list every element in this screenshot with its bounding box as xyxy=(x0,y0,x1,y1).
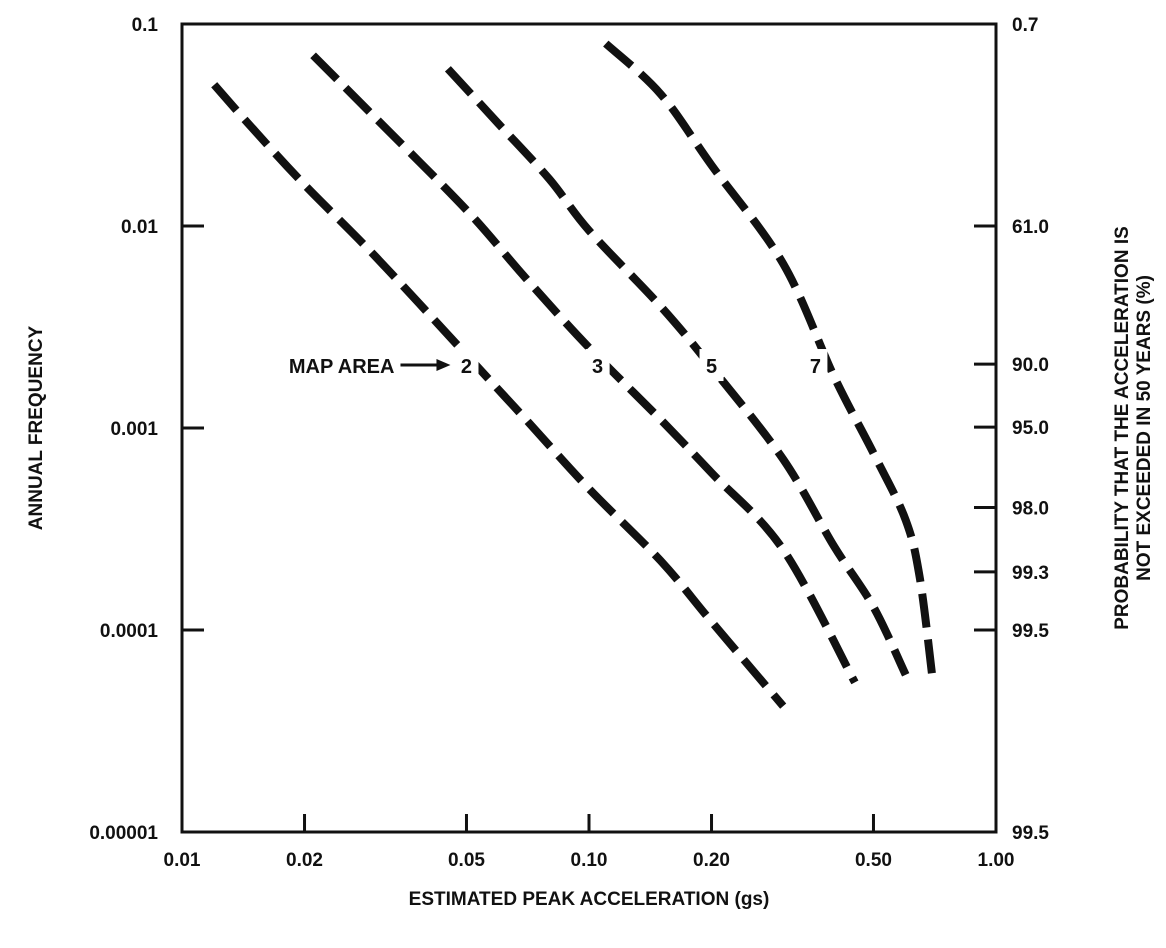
series-line-7 xyxy=(603,40,937,683)
series-label-bg-2 xyxy=(454,349,479,382)
x-tick-label-0-20: 0.20 xyxy=(693,850,730,871)
plot-frame xyxy=(180,22,998,834)
y2-axis-title-line-1: PROBABILITY THAT THE ACCELERATION IS xyxy=(1112,226,1133,630)
y2-tick-label-6: 99.5 xyxy=(1012,621,1049,642)
series-label-3: 3 xyxy=(592,356,603,378)
y2-tick-label-7: 99.5 xyxy=(1012,823,1049,844)
series-label-2: 2 xyxy=(461,356,472,378)
x-tick-label-0-02: 0.02 xyxy=(286,850,323,871)
y2-tick-label-3: 95.0 xyxy=(1012,418,1049,439)
x-axis-title: ESTIMATED PEAK ACCELERATION (gs) xyxy=(409,889,770,910)
y2-tick-label-1: 61.0 xyxy=(1012,217,1049,238)
series-label-bg-5 xyxy=(699,349,724,382)
series-label-7: 7 xyxy=(810,356,821,378)
y-tick-label-0-0001: 0.0001 xyxy=(100,621,159,642)
labels-layer: 0.01 0.02 0.05 0.10 0.20 0.50 1.00 0.1 0.01 0.001… xyxy=(89,15,1155,871)
series-line-3 xyxy=(310,52,859,685)
x-tick-label-1-00: 1.00 xyxy=(978,850,1015,871)
y-tick-label-0-001: 0.001 xyxy=(110,419,158,440)
y-axis-title: ANNUAL FREQUENCY xyxy=(26,325,47,530)
series-label-bg-3 xyxy=(585,349,610,382)
series-line-2 xyxy=(211,82,787,709)
series-layer xyxy=(211,40,937,709)
y2-tick-label-0: 0.7 xyxy=(1012,15,1038,36)
y2-tick-label-5: 99.3 xyxy=(1012,563,1049,584)
y2-axis-title-line-2: NOT EXCEEDED IN 50 YEARS (%) xyxy=(1134,275,1155,581)
series-label-5: 5 xyxy=(706,356,717,378)
x-tick-label-0-01: 0.01 xyxy=(164,850,201,871)
x-tick-label-0-10: 0.10 xyxy=(571,850,608,871)
y-tick-label-0-01: 0.01 xyxy=(121,217,158,238)
y2-tick-label-2: 90.0 xyxy=(1012,355,1049,376)
map-area-arrow-head xyxy=(436,359,451,372)
series-line-5 xyxy=(444,66,910,677)
x-tick-label-0-50: 0.50 xyxy=(855,850,892,871)
series-label-bg-7 xyxy=(803,349,828,382)
y-tick-label-0-00001: 0.00001 xyxy=(89,823,158,844)
y2-axis-title: PROBABILITY THAT THE ACCELERATION IS NOT … xyxy=(1112,226,1155,630)
x-tick-label-0-05: 0.05 xyxy=(448,850,485,871)
y2-tick-label-4: 98.0 xyxy=(1012,499,1049,520)
map-area-annotation: MAP AREA xyxy=(289,356,395,378)
y-tick-label-0-1: 0.1 xyxy=(132,15,159,36)
ticks-layer xyxy=(180,22,998,834)
